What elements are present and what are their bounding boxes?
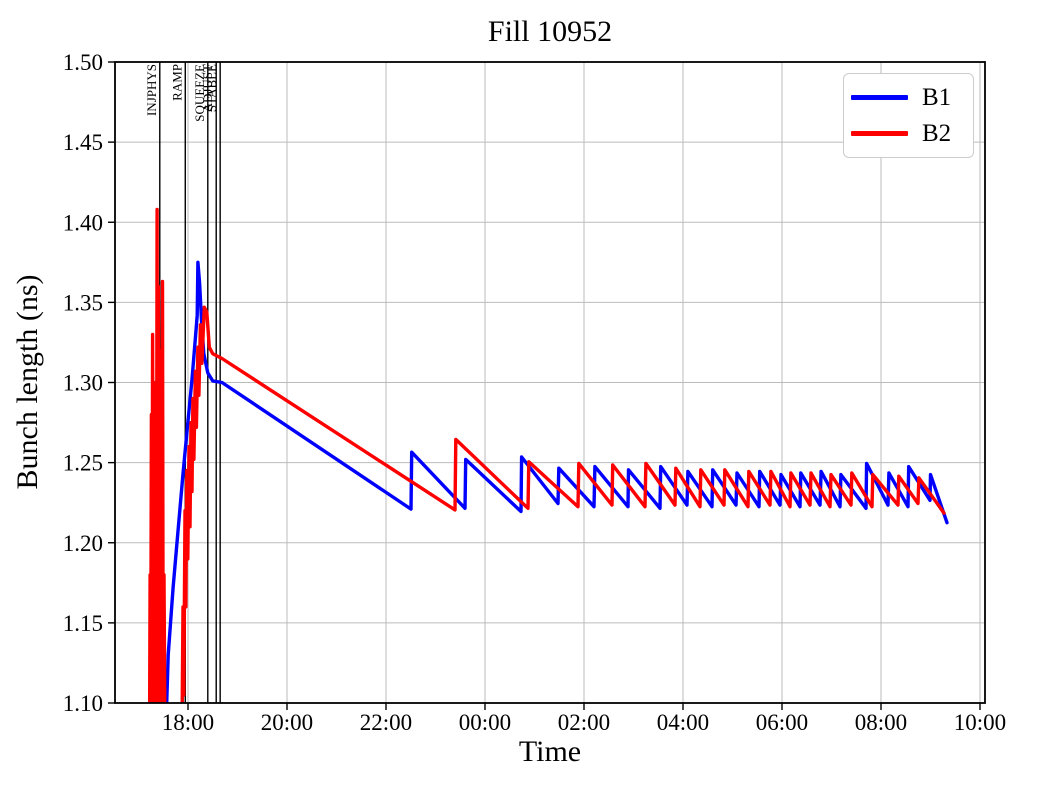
y-tick-label: 1.40 <box>63 210 103 235</box>
y-tick-label: 1.50 <box>63 50 103 75</box>
x-tick-label: 06:00 <box>756 710 808 735</box>
y-tick-label: 1.20 <box>63 531 103 556</box>
b1-legend-label: B1 <box>922 84 952 111</box>
y-axis-label: Bunch length (ns) <box>11 274 44 490</box>
x-tick-label: 18:00 <box>162 710 214 735</box>
x-tick-label: 02:00 <box>558 710 610 735</box>
event-label: INJPHYS <box>144 64 159 116</box>
event-label: STABLE <box>204 64 219 112</box>
y-tick-label: 1.30 <box>63 371 103 396</box>
x-tick-label: 08:00 <box>855 710 907 735</box>
event-label: ADJUST <box>200 64 215 112</box>
b2-legend-line <box>851 131 908 136</box>
x-tick-label: 22:00 <box>360 710 412 735</box>
chart-title: Fill 10952 <box>487 15 613 48</box>
x-tick-label: 20:00 <box>261 710 313 735</box>
y-tick-label: 1.45 <box>63 130 103 155</box>
legend-item-b1: B1 <box>851 85 973 110</box>
y-tick-label: 1.10 <box>63 691 103 716</box>
b2-series-line <box>147 207 946 703</box>
y-tick-label: 1.35 <box>63 290 103 315</box>
legend-item-b2: B2 <box>851 121 973 146</box>
x-tick-label: 10:00 <box>954 710 1006 735</box>
event-label: SQUEEZE <box>192 64 207 122</box>
legend-box: B1 B2 <box>843 73 974 158</box>
event-label: RAMP <box>169 64 184 101</box>
b1-series-line <box>148 260 949 703</box>
y-tick-label: 1.15 <box>63 611 103 636</box>
x-tick-label: 00:00 <box>459 710 511 735</box>
b1-legend-line <box>851 95 908 100</box>
x-tick-label: 04:00 <box>657 710 709 735</box>
y-tick-label: 1.25 <box>63 451 103 476</box>
b2-legend-label: B2 <box>922 120 952 147</box>
x-axis-label: Time <box>518 735 582 768</box>
